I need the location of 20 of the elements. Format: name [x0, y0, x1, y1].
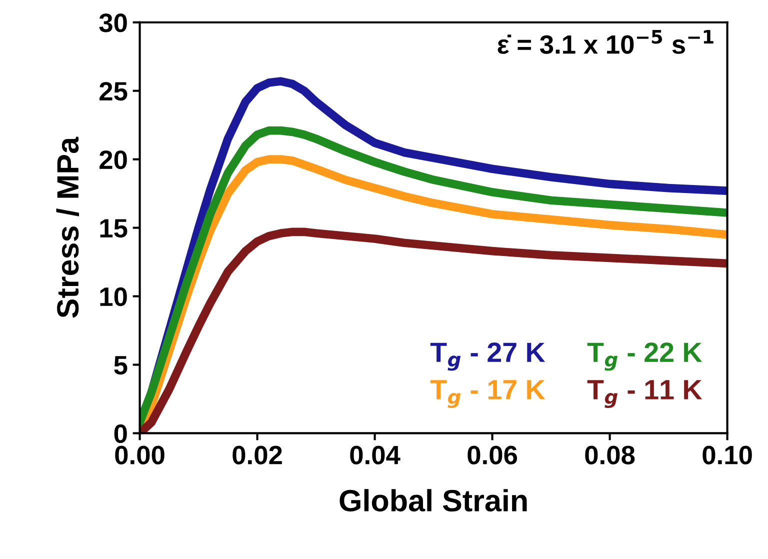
x-tick-label: 0.04: [350, 446, 400, 464]
x-axis-title: Global Strain: [340, 489, 527, 512]
y-tick-label: 15: [100, 219, 128, 238]
x-tick-label: 0.00: [115, 446, 164, 464]
x-tick-label: 0.10: [702, 446, 752, 464]
y-tick-label: 10: [100, 287, 127, 306]
y-tick-label: 20: [100, 150, 127, 170]
text: T$_{g}$ - 11 K: [587, 380, 702, 408]
y-tick-label: 0: [114, 424, 127, 444]
text: T$_{g}$ - 22 K: [587, 342, 702, 371]
annotation: ε̇ = 3.1 x 10$^{−5}$ s$^{−1}$: [498, 30, 714, 54]
x-tick-label: 0.02: [232, 446, 282, 464]
y-axis-title: Stress / MPa: [56, 136, 80, 318]
y-tick-label: 30: [99, 13, 127, 32]
y-tick-label: 25: [100, 82, 128, 101]
x-tick-label: 0.08: [585, 446, 635, 464]
y-tick-label: 5: [114, 356, 128, 375]
text: T$_{g}$ - 27 K: [430, 342, 546, 371]
x-tick-label: 0.06: [468, 446, 518, 464]
text: T$_{g}$ - 17 K: [430, 380, 546, 408]
